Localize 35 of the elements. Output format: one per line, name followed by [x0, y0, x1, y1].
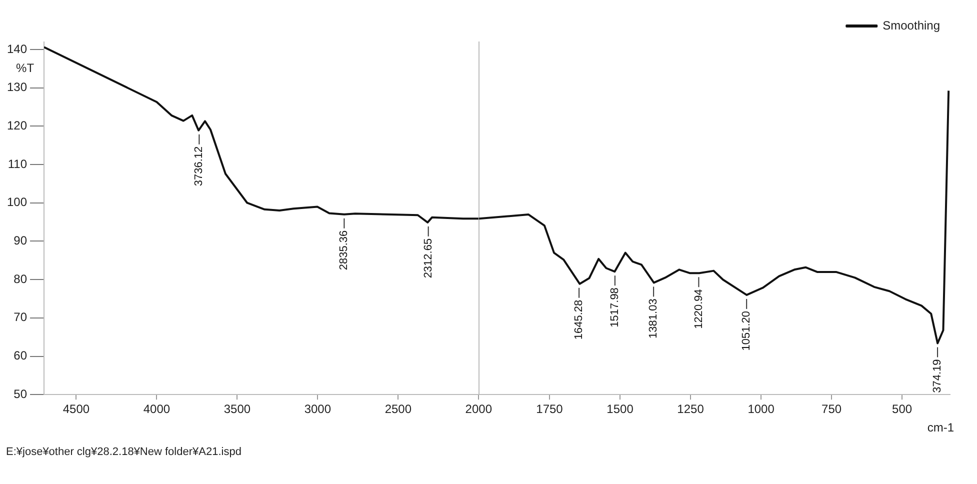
x-tick-label: 1500 — [606, 402, 634, 416]
y-tick-label: 130 — [6, 80, 28, 94]
text: E:¥jose¥other clg¥28.2.18¥New folder¥A21.ispd — [6, 446, 242, 458]
y-tick-label: 60 — [14, 348, 28, 363]
y-tick-label: 110 — [8, 156, 28, 171]
annotation: 1381.03 — [647, 298, 660, 338]
x-tick-label: 3000 — [304, 402, 332, 416]
annotation: 1645.28 — [572, 300, 585, 340]
y-tick-label: 100 — [6, 195, 28, 210]
x-tick-label: 3500 — [224, 402, 251, 416]
x-tick-label: 2000 — [465, 402, 492, 416]
y-tick-label: 120 — [6, 118, 28, 132]
y-tick-label: 80 — [14, 272, 28, 286]
annotation: 2835.36 — [338, 230, 350, 270]
y-tick-label: 90 — [14, 234, 28, 248]
annotation: 1517.98 — [608, 288, 621, 328]
x-tick-label: 1750 — [536, 402, 563, 416]
y-tick-label: 70 — [14, 310, 28, 324]
annotation: 3736.12 — [193, 146, 206, 186]
y-axis-title: %T — [16, 60, 35, 75]
x-tick-label: 500 — [892, 402, 912, 416]
annotation: 1220.94 — [692, 289, 704, 329]
annotation: 2312.65 — [422, 238, 434, 278]
annotation: 1051.20 — [740, 310, 752, 351]
x-tick-label: 4500 — [62, 402, 90, 416]
x-tick-label: 750 — [821, 402, 842, 416]
x-tick-label: 2500 — [384, 402, 412, 416]
y-tick-label: 50 — [14, 386, 28, 401]
annotation: 374.19 — [931, 359, 944, 393]
legend-label: Smoothing — [882, 18, 940, 32]
x-axis-title: cm-1 — [926, 420, 954, 434]
x-tick-label: 4000 — [143, 402, 170, 416]
x-tick-label: 1250 — [676, 402, 704, 416]
y-tick-label: 140 — [6, 42, 28, 56]
x-tick-label: 1000 — [747, 402, 774, 416]
